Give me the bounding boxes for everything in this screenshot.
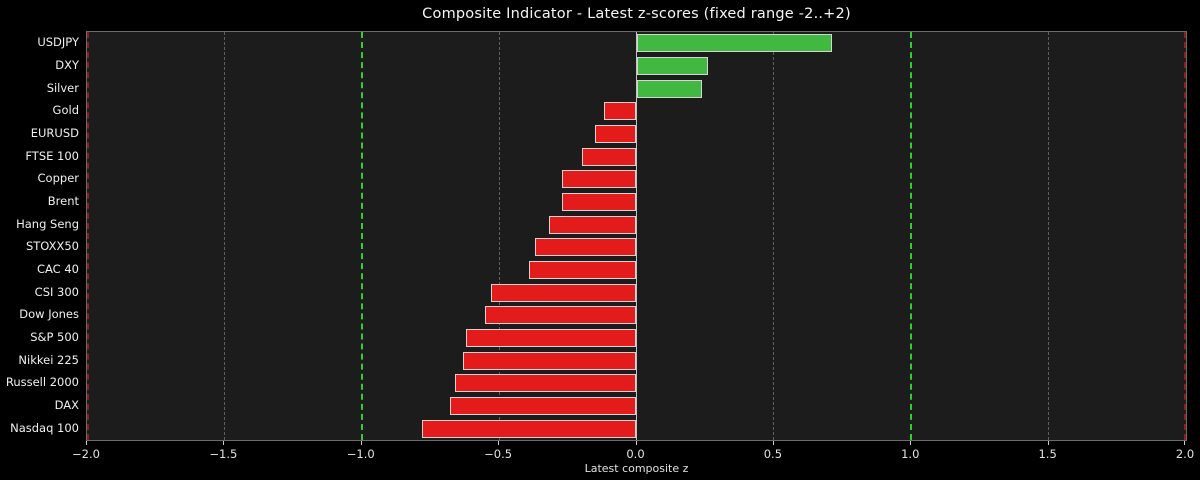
y-tick-label-ftse-100: FTSE 100 <box>25 148 79 163</box>
y-tick-label-eurusd: EURUSD <box>30 126 79 140</box>
y-tick-label-s-p-500: S&P 500 <box>30 330 79 344</box>
bar-cac-40 <box>529 261 637 279</box>
y-tick-label-silver: Silver <box>46 80 79 95</box>
x-tick-mark-1 <box>910 441 912 445</box>
y-tick-label-gold: Gold <box>52 103 79 118</box>
y-axis-labels: USDJPY DXY Silver Gold EURUSD FTSE 100 Copper B… <box>0 31 79 441</box>
x-tick-label--0.5: −0.5 <box>484 447 513 461</box>
x-tick-mark--0.5 <box>498 441 500 445</box>
y-tick-label-nasdaq-100: Nasdaq 100 <box>10 420 79 435</box>
bar-eurusd <box>595 125 637 143</box>
bar-stoxx50 <box>534 238 637 257</box>
y-tick-label-copper: Copper <box>37 171 79 186</box>
bar-brent <box>562 193 637 211</box>
x-tick-label--1.5: −1.5 <box>209 447 238 461</box>
y-tick-label-dow-jones: Dow Jones <box>19 307 79 322</box>
y-tick-label-dxy: DXY <box>55 58 79 72</box>
bar-usdjpy <box>636 34 832 53</box>
plot-area <box>86 31 1187 441</box>
limit-line-x-2 <box>1184 32 1186 440</box>
y-tick-label-russell-2000: Russell 2000 <box>5 375 79 390</box>
y-tick-label-nikkei-225: Nikkei 225 <box>18 352 79 367</box>
signal-line-x-1 <box>910 32 913 440</box>
x-tick-label-1.5: 1.5 <box>1038 447 1057 461</box>
bar-s-p-500 <box>466 329 637 347</box>
grid-line-x--1.5 <box>223 32 225 440</box>
x-tick-mark--1.5 <box>223 441 225 445</box>
y-tick-label-stoxx50: STOXX50 <box>25 239 79 254</box>
y-tick-label-hang-seng: Hang Seng <box>16 216 79 231</box>
bar-dax <box>449 397 637 415</box>
x-tick-mark-1.5 <box>1047 441 1049 445</box>
x-axis-label: Latest composite z <box>584 462 689 475</box>
grid-line-x--0.5 <box>498 32 500 440</box>
x-tick-label-0.5: 0.5 <box>763 447 783 461</box>
bar-russell-2000 <box>455 374 637 393</box>
x-tick-mark-0.5 <box>772 441 774 445</box>
x-tick-label-2: 2.0 <box>1175 447 1195 461</box>
bar-ftse-100 <box>581 147 637 166</box>
bar-silver <box>636 79 703 98</box>
bar-nikkei-225 <box>463 351 637 370</box>
x-tick-mark--1 <box>360 441 362 445</box>
x-tick-label--2: −2.0 <box>72 447 100 461</box>
x-tick-mark--2 <box>86 441 87 445</box>
x-axis-ticks: −2.0 −1.5 −1.0 −0.5 0.0 0.5 1.0 1.5 2.0 <box>72 440 1194 464</box>
x-tick-mark-2 <box>1184 441 1185 445</box>
bar-hang-seng <box>548 215 637 234</box>
bar-gold <box>603 102 637 121</box>
x-tick-label-0: 0.0 <box>626 447 645 461</box>
y-tick-label-usdjpy: USDJPY <box>37 35 79 50</box>
limit-line-x--2 <box>87 32 89 440</box>
bar-dow-jones <box>485 306 637 325</box>
bar-nasdaq-100 <box>422 419 637 438</box>
x-tick-mark-0 <box>635 441 637 445</box>
zero-line-x-0 <box>636 32 637 440</box>
y-tick-label-brent: Brent <box>47 194 79 208</box>
grid-line-x-1.5 <box>1048 32 1050 440</box>
chart-title: Composite Indicator - Latest z-scores (f… <box>422 6 851 22</box>
bar-dxy <box>636 57 708 75</box>
signal-line-x--1 <box>360 32 363 440</box>
x-tick-label-1: 1.0 <box>901 447 920 461</box>
bar-csi-300 <box>490 283 637 302</box>
grid-line-x-0.5 <box>773 32 775 440</box>
x-tick-label--1: −1.0 <box>346 447 375 461</box>
y-tick-label-cac-40: CAC 40 <box>36 262 79 276</box>
bar-copper <box>562 170 637 189</box>
y-tick-label-dax: DAX <box>54 398 79 412</box>
y-tick-label-csi-300: CSI 300 <box>34 284 79 299</box>
